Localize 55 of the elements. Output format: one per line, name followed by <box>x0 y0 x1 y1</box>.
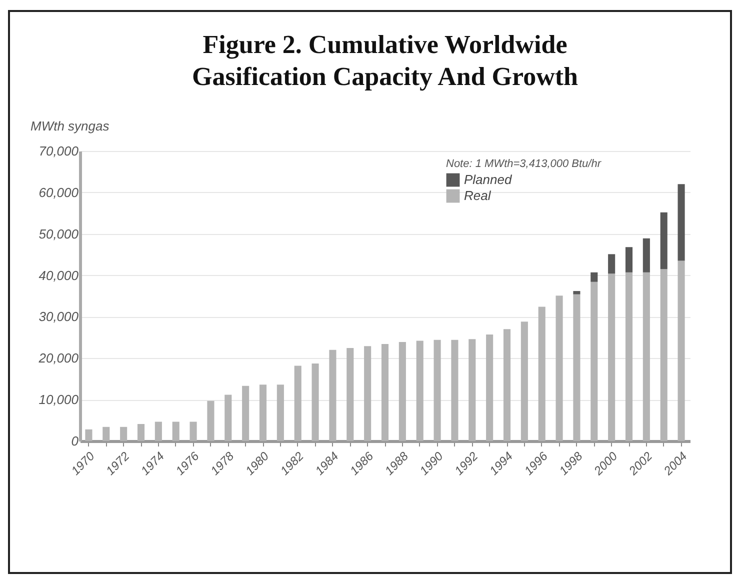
bar <box>520 322 528 441</box>
bar <box>398 342 406 441</box>
legend-label: Planned <box>464 172 512 187</box>
y-tick-label: 60,000 <box>38 184 80 200</box>
bar <box>608 274 616 441</box>
bar <box>573 291 580 294</box>
bar <box>120 426 128 441</box>
bar <box>625 247 633 272</box>
bar <box>590 282 598 441</box>
bar <box>590 272 598 282</box>
bar <box>660 212 668 270</box>
bar <box>154 422 162 441</box>
bar <box>660 269 668 441</box>
bar <box>329 350 336 441</box>
bar <box>451 340 458 441</box>
y-tick-label: 50,000 <box>38 226 80 242</box>
y-tick-label: 40,000 <box>38 268 80 283</box>
bar <box>346 348 354 441</box>
bar <box>294 366 302 441</box>
bar <box>190 422 197 441</box>
bar <box>678 260 685 441</box>
bar <box>608 254 616 274</box>
bar <box>556 296 563 441</box>
bar <box>207 400 214 441</box>
y-tick-label: 70,000 <box>38 144 80 158</box>
chart-title: Figure 2. Cumulative Worldwide Gasification Capacity And Growth <box>192 30 579 91</box>
bar <box>538 306 546 441</box>
bar <box>642 238 650 272</box>
bar <box>381 344 389 441</box>
bar <box>573 294 580 441</box>
y-tick-label: 20,000 <box>38 350 80 366</box>
y-tick-label: 30,000 <box>38 309 80 324</box>
bar <box>468 339 476 441</box>
bar <box>486 334 494 441</box>
bar <box>85 429 92 441</box>
bar <box>102 426 110 441</box>
y-tick-label: 0 <box>71 434 80 448</box>
y-tick-label: 10,000 <box>38 392 80 408</box>
bar <box>224 394 232 441</box>
bar <box>172 422 180 441</box>
legend-label: Real <box>464 188 492 203</box>
bar <box>642 272 650 441</box>
bar <box>678 184 685 261</box>
bar <box>276 384 284 441</box>
bar <box>503 329 511 441</box>
bar <box>364 346 372 441</box>
bar <box>312 364 319 441</box>
bar <box>242 386 250 441</box>
bar <box>416 340 424 441</box>
bar <box>259 384 267 441</box>
bar <box>137 424 145 441</box>
bar <box>625 272 633 441</box>
bar <box>434 340 441 441</box>
annotation: Note: 1 MWth=3,413,000 Btu/hr <box>446 158 602 170</box>
y-axis-title: MWth syngas <box>30 118 110 134</box>
